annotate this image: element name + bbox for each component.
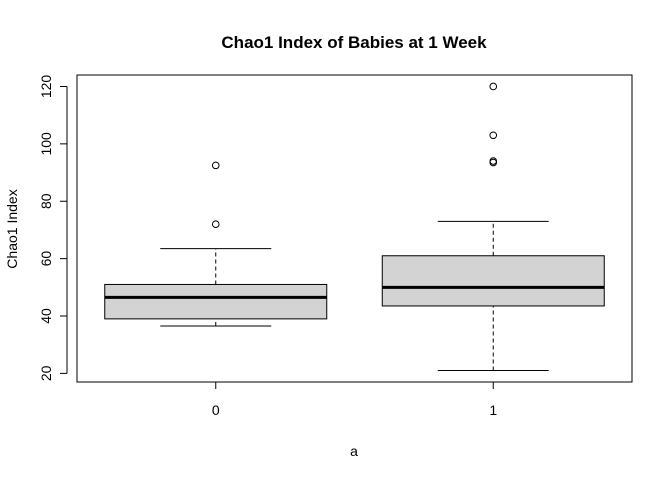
outlier-point: [489, 157, 498, 165]
boxes-layer: [104, 82, 605, 372]
outlier-point: [211, 161, 220, 170]
y-tick-label: 20: [38, 365, 54, 381]
y-tick-label: 60: [38, 251, 54, 267]
y-axis: 20 40 60 80 100 120: [38, 75, 68, 381]
box-iqr: [104, 283, 328, 320]
y-tick-label: 80: [38, 193, 54, 209]
plot-frame: [76, 74, 633, 383]
box-iqr: [381, 255, 605, 307]
x-tick-label: 0: [212, 402, 220, 418]
chart-title: Chao1 Index of Babies at 1 Week: [221, 33, 487, 52]
outlier-point: [489, 82, 498, 91]
x-tick-label: 1: [489, 402, 497, 418]
y-axis-label: Chao1 Index: [4, 189, 20, 268]
outlier-point: [489, 131, 498, 140]
y-tick-label: 100: [38, 132, 54, 156]
outlier-point: [211, 220, 220, 228]
x-axis-label: a: [350, 443, 358, 459]
y-tick-label: 120: [38, 75, 54, 99]
y-tick-label: 40: [38, 308, 54, 324]
